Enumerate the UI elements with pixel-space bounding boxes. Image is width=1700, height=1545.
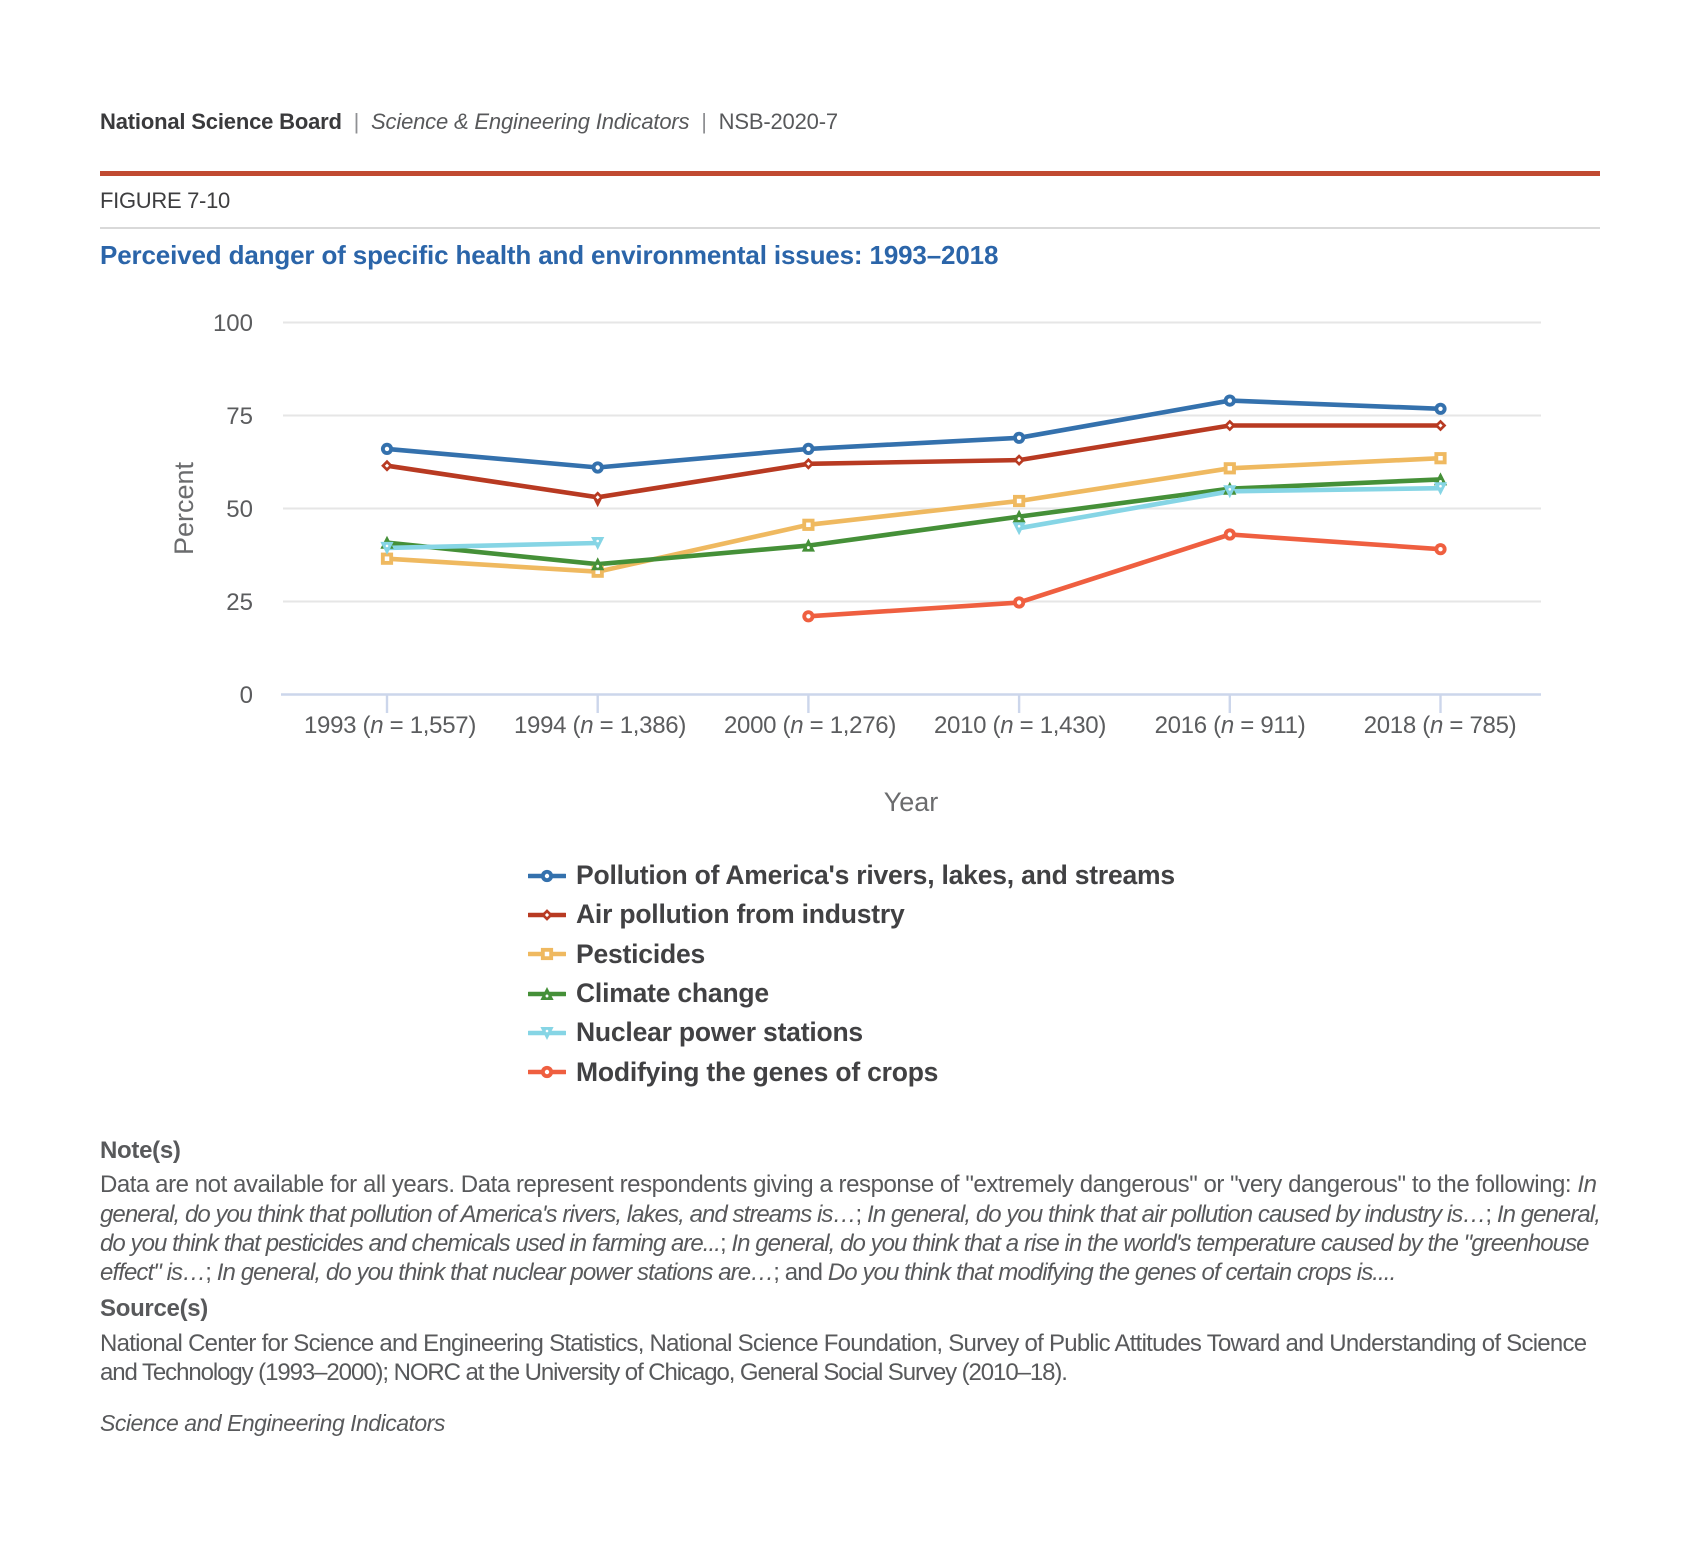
svg-text:2018 (n = 785): 2018 (n = 785) [1364, 712, 1517, 739]
svg-text:Year: Year [884, 787, 939, 817]
svg-text:2010 (n = 1,430): 2010 (n = 1,430) [934, 712, 1106, 739]
svg-text:0: 0 [240, 682, 253, 709]
svg-text:25: 25 [226, 589, 253, 616]
svg-text:2000 (n = 1,276): 2000 (n = 1,276) [724, 712, 896, 739]
svg-text:Percent: Percent [169, 461, 199, 555]
svg-text:1994 (n = 1,386): 1994 (n = 1,386) [514, 712, 686, 739]
svg-text:75: 75 [226, 403, 253, 430]
svg-text:1993 (n = 1,557): 1993 (n = 1,557) [304, 712, 476, 739]
svg-text:50: 50 [226, 496, 253, 523]
svg-text:2016 (n = 911): 2016 (n = 911) [1155, 712, 1306, 739]
svg-text:100: 100 [213, 310, 253, 337]
